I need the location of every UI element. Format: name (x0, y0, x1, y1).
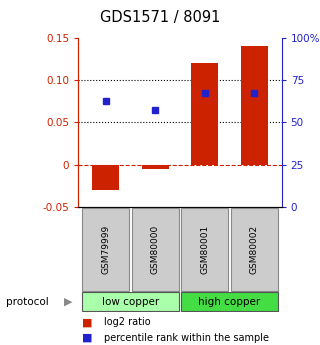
Text: log2 ratio: log2 ratio (104, 317, 151, 327)
Text: ■: ■ (82, 333, 92, 343)
Bar (241, 46, 268, 165)
Bar (141, 165, 169, 169)
FancyBboxPatch shape (231, 208, 278, 291)
FancyBboxPatch shape (82, 292, 179, 312)
Text: GSM80001: GSM80001 (200, 225, 209, 274)
FancyBboxPatch shape (82, 208, 129, 291)
Bar (92, 165, 119, 190)
Text: GSM80000: GSM80000 (151, 225, 160, 274)
FancyBboxPatch shape (132, 208, 179, 291)
Bar (191, 63, 219, 165)
Text: GDS1571 / 8091: GDS1571 / 8091 (100, 10, 220, 25)
FancyBboxPatch shape (181, 208, 228, 291)
Text: protocol: protocol (6, 297, 49, 307)
Text: ▶: ▶ (63, 297, 72, 307)
Text: GSM80002: GSM80002 (250, 225, 259, 274)
Text: low copper: low copper (102, 297, 159, 307)
Text: GSM79999: GSM79999 (101, 225, 110, 274)
Text: high copper: high copper (198, 297, 261, 307)
FancyBboxPatch shape (181, 292, 278, 312)
Text: percentile rank within the sample: percentile rank within the sample (104, 333, 269, 343)
Text: ■: ■ (82, 317, 92, 327)
